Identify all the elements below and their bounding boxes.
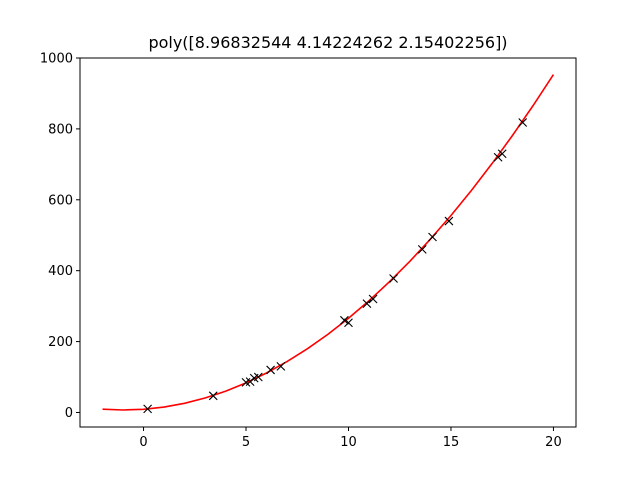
y-axis: 0 200 400 600 800 1000 — [40, 52, 80, 421]
data-point-marker — [428, 232, 437, 242]
plot-frame — [79, 57, 577, 428]
x-axis: 0 5 10 15 20 — [139, 427, 562, 450]
chart-title: poly([8.96832544 4.14224262 2.15402256]) — [148, 33, 507, 52]
x-tick-label: 20 — [545, 435, 562, 450]
y-tick-label: 1000 — [40, 52, 73, 67]
y-tick-label: 600 — [48, 193, 73, 208]
data-point-marker — [368, 294, 378, 304]
data-points — [143, 118, 528, 414]
data-point-marker — [143, 404, 153, 414]
fit-curve — [102, 74, 555, 411]
data-point-marker — [389, 274, 398, 283]
y-tick-label: 400 — [48, 264, 73, 279]
data-point-marker — [444, 216, 454, 226]
x-tick-label: 15 — [443, 435, 460, 450]
y-tick-label: 200 — [48, 335, 73, 350]
data-point-marker — [276, 361, 286, 371]
data-point-marker — [208, 391, 218, 401]
data-point-marker — [266, 365, 276, 375]
data-point-marker — [344, 318, 353, 328]
x-tick-label: 10 — [340, 435, 357, 450]
x-tick-label: 5 — [242, 435, 250, 450]
data-point-marker — [497, 149, 507, 159]
data-point-marker — [417, 245, 427, 254]
data-point-marker — [518, 118, 528, 127]
y-tick-label: 0 — [65, 406, 73, 421]
data-point-marker — [340, 315, 349, 325]
data-point-marker — [362, 299, 372, 309]
fit-line — [102, 74, 555, 411]
y-tick-label: 800 — [48, 122, 73, 137]
data-point-marker — [253, 372, 263, 382]
plot-area — [80, 58, 576, 427]
x-tick-label: 0 — [139, 435, 147, 450]
